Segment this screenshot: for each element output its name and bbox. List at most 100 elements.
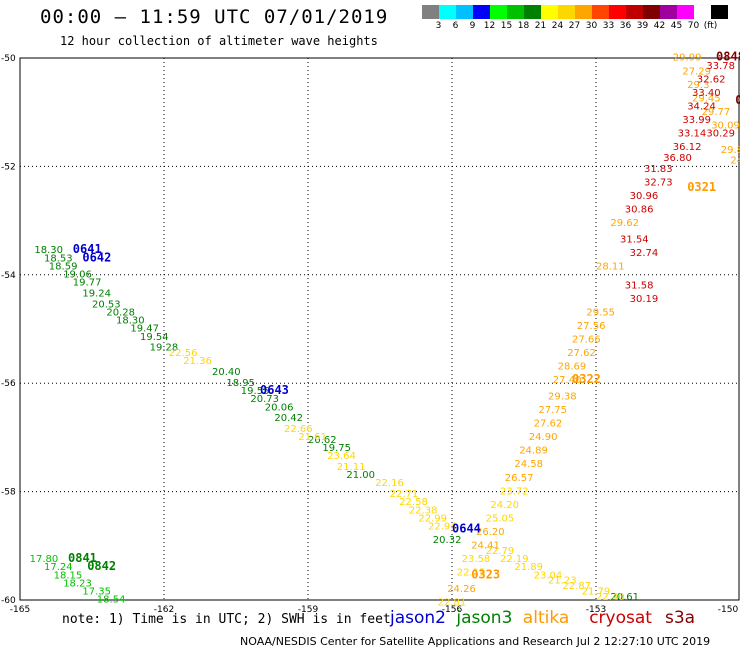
data-point-label: 30.29 [706, 129, 735, 140]
data-point-label: 24.58 [514, 459, 543, 470]
legend-label: 42 [653, 21, 666, 31]
data-point-label: 24.41 [471, 541, 500, 552]
pass-time-label: 0322 [572, 372, 601, 386]
data-point-label: 20.42 [274, 413, 303, 424]
title: 00:00 — 11:59 UTC 07/01/2019 [40, 6, 389, 28]
legend-label: 39 [636, 21, 649, 31]
legend-swatch [660, 5, 677, 19]
data-point-label: 32.74 [630, 248, 659, 259]
data-point-label: 22.79 [486, 546, 515, 557]
legend-label: 36 [619, 21, 632, 31]
data-point-label: 29.3 [687, 80, 709, 91]
y-tick-label: -58 [1, 488, 16, 498]
data-point-label: 19.54 [140, 332, 169, 343]
data-point-label: 22.94 [428, 522, 457, 533]
legend-label: 6 [452, 21, 459, 31]
data-point-label: 20.53 [92, 299, 121, 310]
data-point-label: 31.54 [620, 234, 649, 245]
data-point-label: 22.40 [596, 592, 625, 603]
pass-time-label: 0643 [260, 383, 289, 397]
legend-label: 27 [568, 21, 581, 31]
legend-label: 12 [483, 21, 496, 31]
data-point-label: 29.62 [610, 218, 639, 229]
legend-label: 45 [670, 21, 683, 31]
data-point-label: 24.89 [519, 446, 548, 457]
data-point-label: 20.06 [265, 402, 294, 413]
satellite-legend-altika: altika [522, 608, 570, 628]
data-point-label: 18.15 [54, 570, 83, 581]
legend-swatch [439, 5, 456, 19]
data-point-label: 18.53 [44, 253, 73, 264]
data-point-label: 20.32 [433, 535, 462, 546]
legend-swatch [609, 5, 626, 19]
legend-label: 30 [585, 21, 598, 31]
data-point-label: 18.95 [226, 378, 255, 389]
data-point-label: 21.61 [298, 432, 327, 443]
data-point-label: 22.19 [500, 554, 529, 565]
subtitle: 12 hour collection of altimeter wave hei… [60, 34, 378, 48]
pass-time-label: 0641 [73, 242, 102, 256]
data-point-label: 27.75 [538, 405, 567, 416]
legend-swatch [592, 5, 609, 19]
legend-swatch [626, 5, 643, 19]
legend-label: 70 [687, 21, 700, 31]
data-point-label: 29.38 [548, 391, 577, 402]
data-point-label: 28.11 [596, 261, 625, 272]
legend-swatch [677, 5, 694, 19]
data-point-label: 17.35 [82, 587, 111, 598]
data-point-label: 30.96 [630, 191, 659, 202]
x-tick-label: -156 [442, 605, 463, 615]
data-point-label: 22.15 [457, 568, 486, 579]
data-point-label: 36.12 [673, 142, 702, 153]
data-point-label: 36.80 [663, 153, 692, 164]
data-point-label: 19.24 [82, 288, 111, 299]
data-point-label: 32.73 [644, 177, 673, 188]
pass-time-label: 0321 [687, 180, 716, 194]
data-point-label: 22.16 [375, 478, 404, 489]
data-point-label: 19.77 [73, 278, 102, 289]
satellite-legend-jason2: jason2 [390, 608, 446, 628]
color-scale-legend [422, 5, 728, 19]
satellite-legend-jason3: jason3 [456, 608, 513, 628]
pass-time-label: 0848 [716, 50, 740, 64]
legend-label: 33 [602, 21, 615, 31]
data-point-label: 18.23 [63, 578, 92, 589]
legend-swatch [422, 5, 439, 19]
legend-label: 3 [435, 21, 442, 31]
data-point-label: 18.59 [49, 261, 78, 272]
data-point-label: 21.79 [582, 587, 611, 598]
data-point-label: 20.40 [212, 367, 241, 378]
data-point-label: 31.83 [644, 164, 673, 175]
data-point-label: 26.20 [476, 527, 505, 538]
data-point-label: 19.28 [150, 343, 179, 354]
color-scale-labels: 3 6 9 12 15 18 21 24 27 30 33 36 39 42 45 70 (ft) [422, 21, 719, 31]
x-tick-label: -159 [298, 605, 319, 615]
data-point-label: 27.66 [572, 335, 601, 346]
data-point-label: 22.87 [562, 581, 591, 592]
data-point-label: 20.28 [106, 307, 135, 318]
legend-swatch [541, 5, 558, 19]
data-point-label: 23.58 [462, 554, 491, 565]
legend-swatch [643, 5, 660, 19]
data-point-label: 31.58 [625, 280, 654, 291]
x-tick-label: -153 [586, 605, 606, 615]
data-point-label: 24.90 [529, 432, 558, 443]
legend-label: 9 [469, 21, 476, 31]
x-tick-label: -162 [154, 605, 174, 615]
data-point-label: 22.58 [399, 497, 428, 508]
data-point-label: 30.19 [630, 294, 659, 305]
y-tick-label: -60 [1, 596, 16, 606]
satellite-legend-cryosat: cryosat [589, 608, 652, 628]
legend-swatch [558, 5, 575, 19]
data-point-label: 28.69 [558, 362, 587, 373]
y-tick-label: -54 [1, 271, 16, 281]
data-point-label: 21.36 [183, 356, 212, 367]
data-point-label: 34.24 [687, 101, 716, 112]
data-point-label: 27.56 [577, 321, 606, 332]
x-tick-label: -150 [718, 605, 739, 615]
data-point-label: 23.64 [327, 451, 356, 462]
data-point-label: 22.56 [169, 348, 198, 359]
data-point-label: 25.05 [486, 513, 515, 524]
data-point-label: 20.62 [308, 435, 337, 446]
data-point-label: 20.61 [610, 592, 639, 603]
